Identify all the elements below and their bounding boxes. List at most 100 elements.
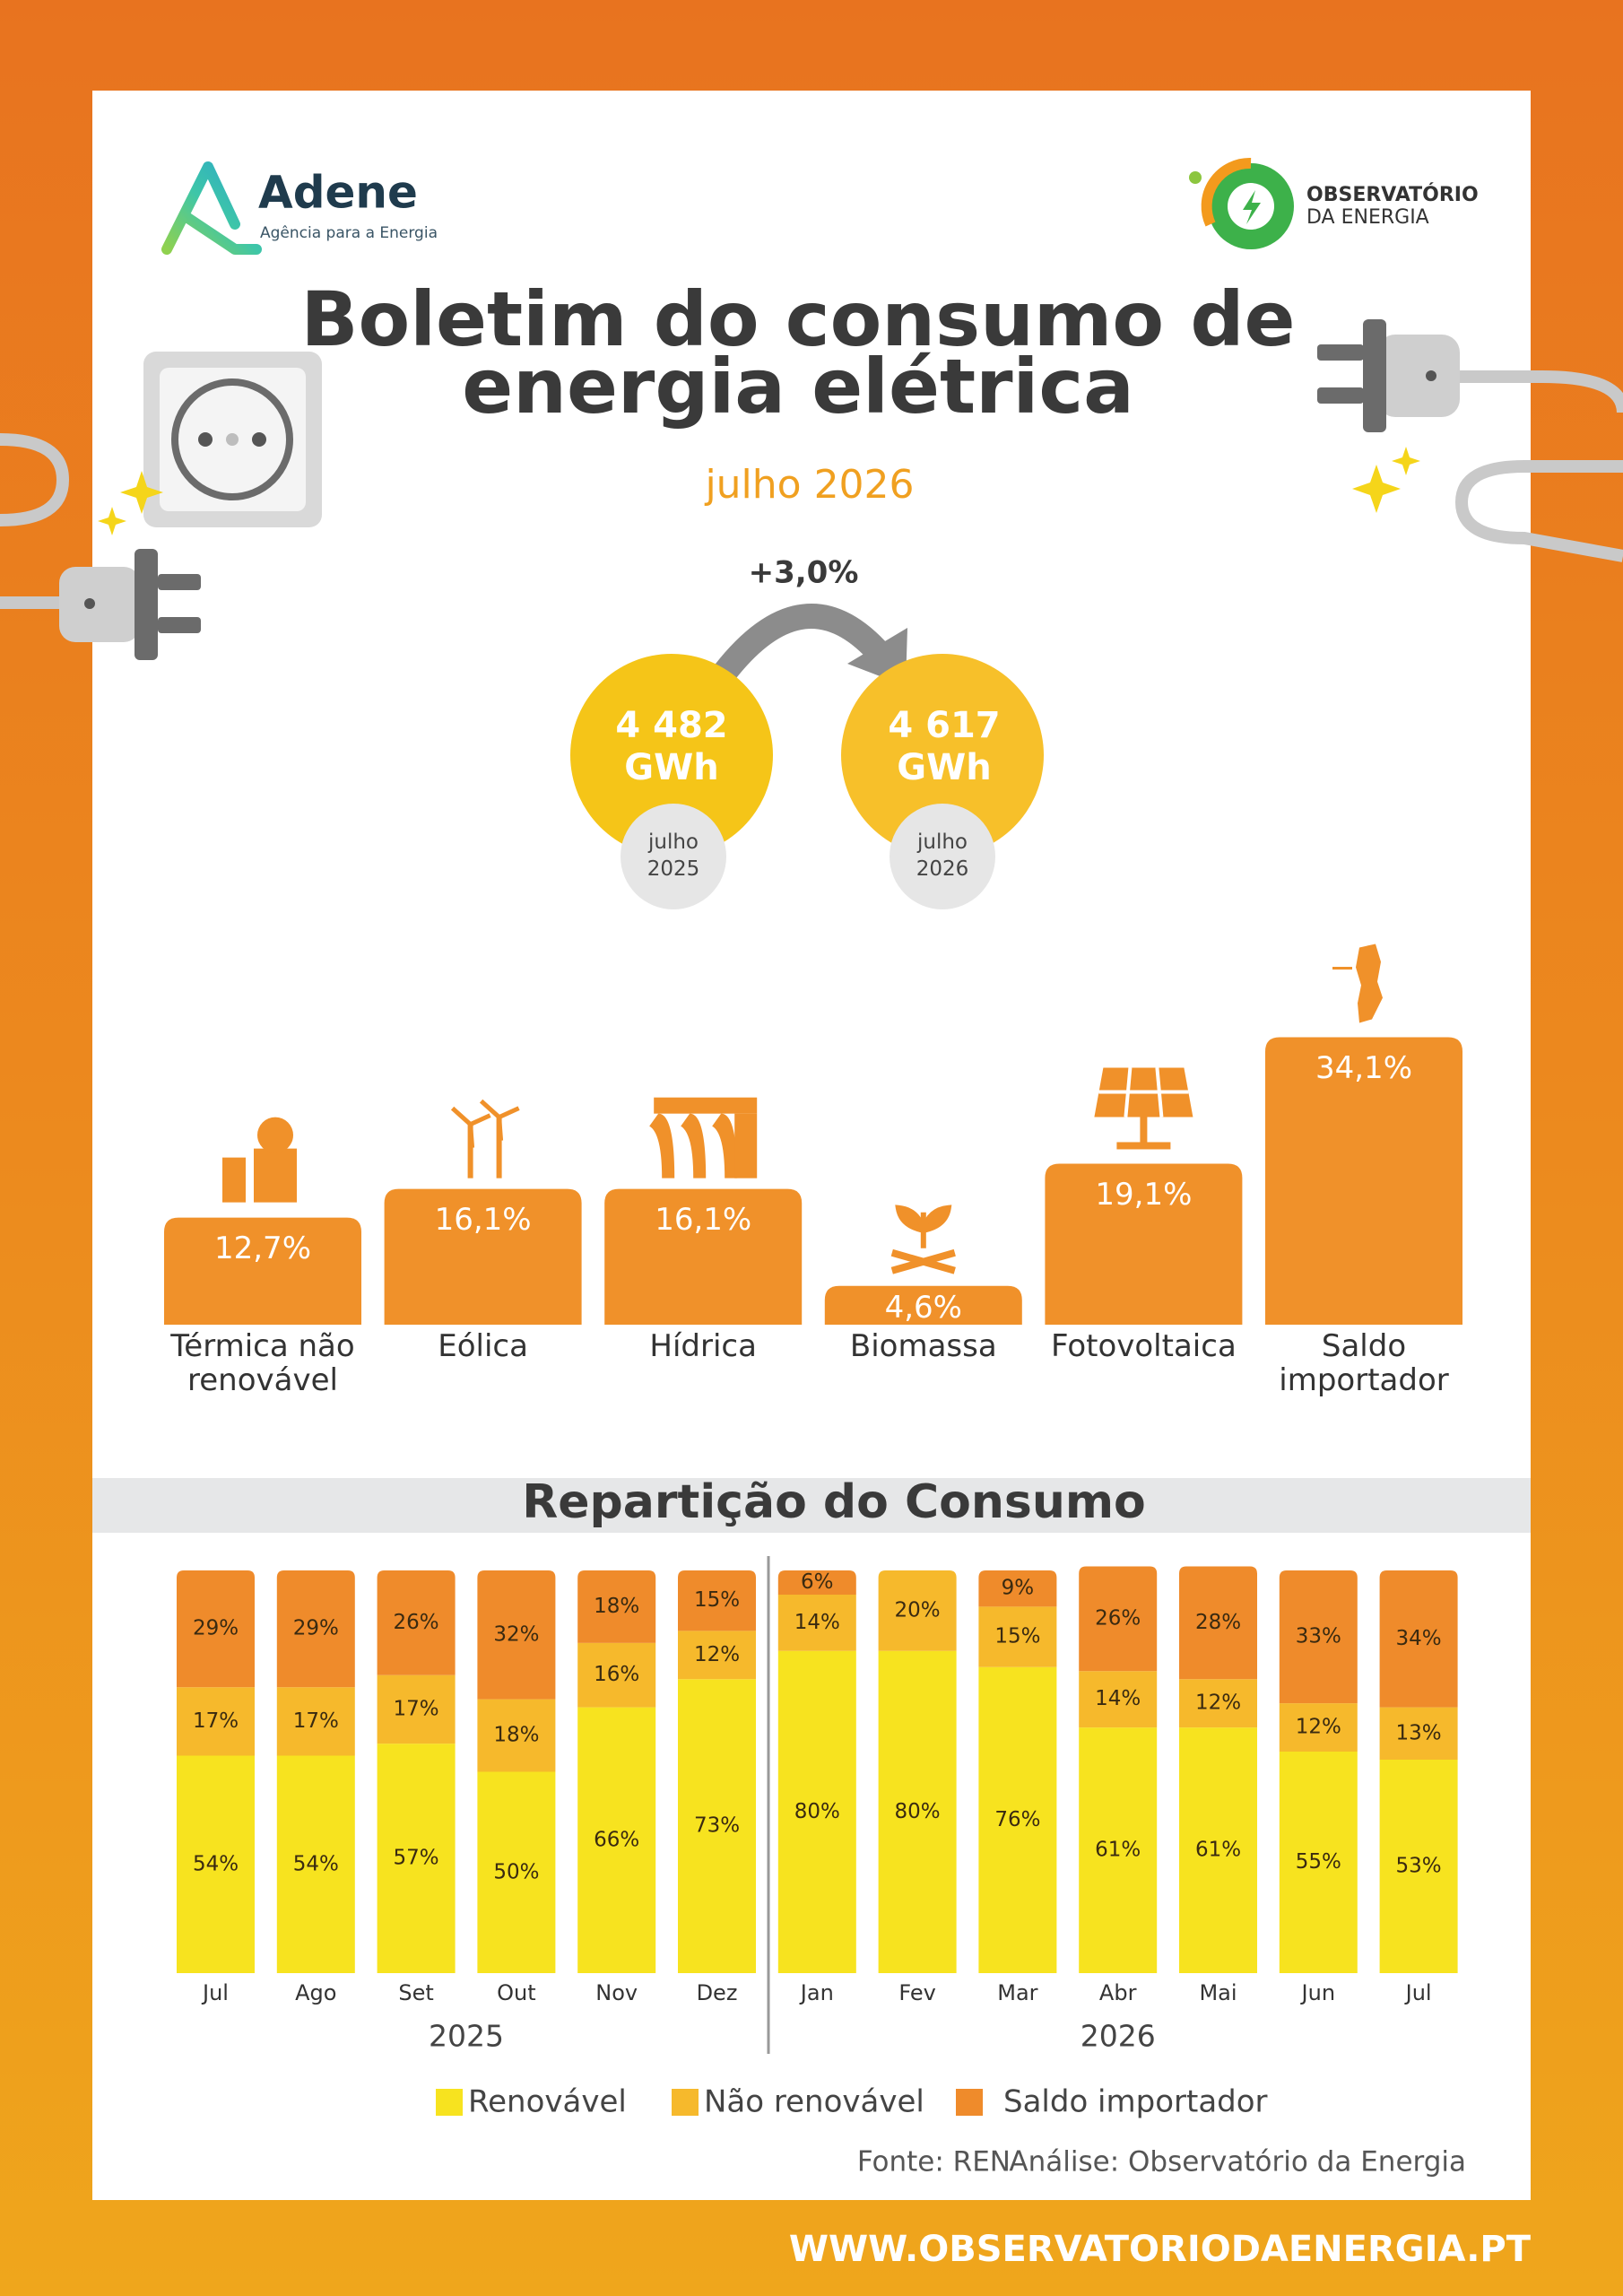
segment-label: 57% <box>394 1847 439 1870</box>
bar-segment <box>678 1570 756 1631</box>
stacked-chart: 54% 17% 29% Jul 54% 17% 29% Ago 57% 17% 26% Set 50% 1… <box>177 1566 1458 2120</box>
icon <box>1098 1067 1189 1118</box>
category-label: Hídrica <box>649 1328 757 1364</box>
value: 4 617 <box>888 705 1000 746</box>
segment-label: 9% <box>1002 1577 1035 1600</box>
segment-label: 17% <box>193 1709 239 1733</box>
section-band <box>92 1478 1531 1533</box>
decoration-left <box>0 352 322 660</box>
value-label: 34,1% <box>1315 1050 1412 1086</box>
bar-segment <box>1379 1760 1458 1973</box>
bar-segment <box>477 1699 556 1772</box>
month-label: Set <box>398 1980 433 2005</box>
segment-label: 12% <box>1296 1716 1341 1739</box>
period: julho 2025 <box>647 831 700 881</box>
segment-label: 16% <box>594 1663 639 1686</box>
icon <box>479 1099 520 1141</box>
bar-segment <box>1079 1727 1158 1973</box>
month-label: Ago <box>295 1980 336 2005</box>
bar-segment <box>276 1570 355 1688</box>
change: +3,0% <box>749 555 859 591</box>
legend-label: Não renovável <box>704 2084 924 2120</box>
segment-label: 73% <box>694 1814 740 1838</box>
bar <box>384 1188 582 1325</box>
segment-label: 54% <box>193 1852 239 1875</box>
segment-label: 15% <box>994 1625 1040 1648</box>
segment-label: 54% <box>293 1852 339 1875</box>
icon <box>654 1097 758 1114</box>
icon <box>1356 944 1383 1023</box>
segment-label: 26% <box>394 1611 439 1634</box>
year-label: 2025 <box>429 2019 504 2054</box>
value: 4 482 <box>615 705 727 746</box>
bar-segment <box>978 1570 1057 1607</box>
unit: GWh <box>897 747 991 788</box>
bar-segment <box>577 1570 656 1643</box>
segment-label: 12% <box>694 1643 740 1666</box>
segment-label: 12% <box>1195 1692 1241 1715</box>
legend-swatch <box>672 2089 699 2116</box>
observatorio-logo: OBSERVATÓRIO DA ENERGIA <box>1189 157 1479 249</box>
month-label: Out <box>497 1980 536 2005</box>
segment-label: 80% <box>895 1800 941 1823</box>
value-label: 4,6% <box>885 1290 962 1326</box>
bar-segment <box>777 1570 856 1595</box>
partner-line2: DA ENERGIA <box>1306 206 1429 229</box>
bar-segment <box>1279 1570 1358 1704</box>
bar-segment <box>878 1650 957 1973</box>
icon <box>712 1113 738 1178</box>
circle-2025 <box>570 654 773 857</box>
segment-label: 61% <box>1195 1839 1241 1862</box>
bar-segment <box>276 1755 355 1973</box>
bar-segment <box>777 1594 856 1651</box>
segment-label: 15% <box>694 1588 740 1612</box>
bar-segment <box>1179 1566 1257 1680</box>
segment-label: 53% <box>1396 1855 1442 1878</box>
category-label: Eólica <box>438 1328 528 1364</box>
month-label: Mar <box>997 1980 1037 2005</box>
adene-logo: Adene Agência para a Energia <box>161 161 438 255</box>
segment-label: 28% <box>1195 1611 1241 1634</box>
month-label: Abr <box>1099 1980 1137 2005</box>
category-label: Saldo importador <box>1279 1328 1449 1398</box>
bar-segment <box>777 1650 856 1973</box>
value-label: 12,7% <box>214 1231 311 1266</box>
segment-label: 32% <box>493 1622 539 1646</box>
bar-segment <box>1379 1707 1458 1761</box>
bar-segment <box>577 1642 656 1708</box>
icon <box>467 1124 473 1178</box>
segment-label: 29% <box>293 1617 339 1640</box>
segment-label: 18% <box>493 1724 539 1747</box>
partner-line1: OBSERVATÓRIO <box>1306 183 1479 206</box>
source: Fonte: REN <box>857 2146 1011 2179</box>
bar <box>1045 1163 1243 1325</box>
circle-2026 <box>841 654 1044 857</box>
segment-label: 26% <box>1095 1606 1141 1630</box>
segment-label: 17% <box>293 1709 339 1733</box>
month-label: Dez <box>697 1980 738 2005</box>
decoration-right <box>1317 319 1623 562</box>
legend-label: Renovável <box>468 2084 627 2120</box>
value-label: 19,1% <box>1095 1177 1192 1213</box>
segment-label: 14% <box>1095 1687 1141 1710</box>
unit: GWh <box>624 747 718 788</box>
icon <box>649 1113 675 1178</box>
bar-segment <box>678 1679 756 1973</box>
month-label: Fev <box>898 1980 935 2005</box>
segment-label: 80% <box>794 1800 840 1823</box>
arrow <box>714 604 890 681</box>
icon <box>222 1157 246 1203</box>
icon <box>734 1113 758 1178</box>
bar-segment <box>477 1771 556 1973</box>
bar-segment <box>978 1606 1057 1667</box>
segment-label: 66% <box>594 1828 639 1851</box>
icon <box>450 1106 491 1148</box>
bar-segment <box>1179 1679 1257 1728</box>
segment-label: 50% <box>493 1860 539 1883</box>
website[interactable]: WWW.OBSERVATORIODAENERGIA.PT <box>789 2229 1532 2270</box>
month-label: Mai <box>1199 1980 1237 2005</box>
segment-label: 17% <box>394 1697 439 1720</box>
icon <box>257 1117 293 1153</box>
month-label: Nov <box>595 1980 638 2005</box>
